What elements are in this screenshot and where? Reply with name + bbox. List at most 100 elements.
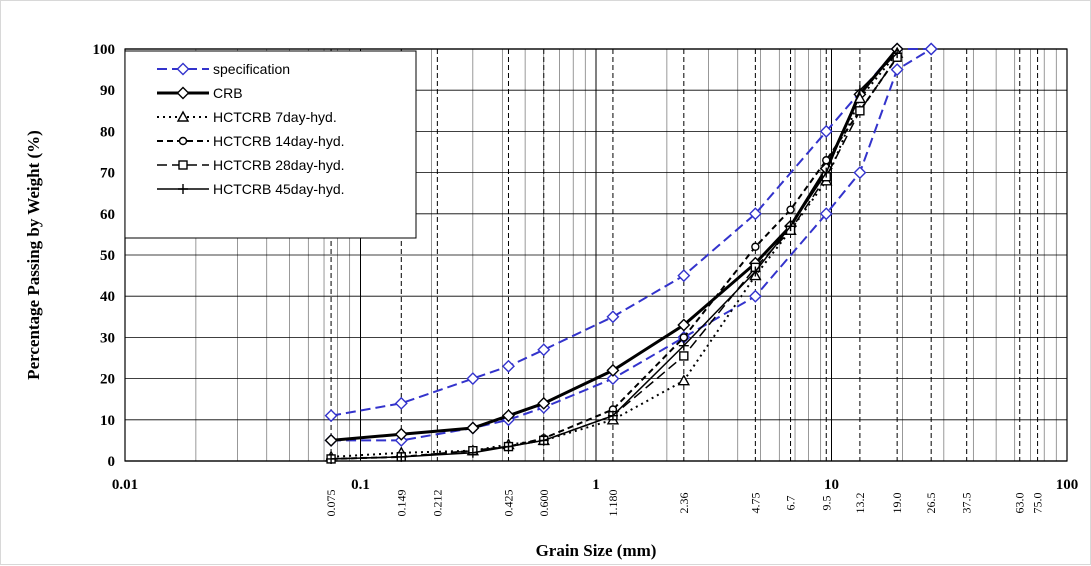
- sieve-size-label: 0.149: [394, 490, 408, 517]
- x-tick-label: 1: [592, 477, 600, 493]
- tick-labels: 0 10 20 30 40 50 60 70 80 90 100 0.01 0.1 1 10 100: [93, 42, 1079, 493]
- sieve-size-label: 63.0: [1013, 493, 1027, 514]
- series-line: [331, 56, 898, 460]
- data-point-marker: [677, 374, 691, 386]
- series-line: [331, 52, 898, 460]
- data-point-marker: [785, 221, 796, 232]
- y-tick-label: 30: [100, 330, 115, 346]
- data-point-marker: [178, 184, 188, 194]
- data-point-marker: [326, 453, 337, 464]
- y-axis-label: Percentage Passing by Weight (%): [24, 130, 43, 380]
- legend-entry-label: HCTCRB 45day-hyd.: [213, 181, 345, 197]
- data-point-marker: [892, 48, 903, 59]
- data-point-marker: [537, 343, 551, 357]
- sieve-size-label: 1.180: [606, 490, 620, 517]
- data-point-marker: [822, 156, 831, 165]
- series-line: [330, 48, 899, 442]
- data-point-marker: [466, 372, 480, 386]
- data-point-marker: [679, 333, 689, 342]
- y-tick-label: 20: [100, 372, 115, 388]
- sieve-size-label: 37.5: [960, 493, 974, 514]
- sieve-size-label: 75.0: [1031, 493, 1045, 514]
- data-point-marker: [606, 363, 620, 377]
- plot-area-border: [124, 48, 1068, 462]
- sieve-size-label: 0.075: [324, 490, 338, 517]
- legend: specification CRB HCTCRB 7day-hyd. HCTCRB 1…: [124, 50, 417, 239]
- legend-entry-label: HCTCRB 7day-hyd.: [213, 109, 337, 125]
- legend-entry-label: HCTCRB 28day-hyd.: [213, 157, 345, 173]
- data-point-marker: [537, 396, 551, 410]
- y-tick-label: 40: [100, 289, 115, 305]
- y-tick-label: 80: [100, 124, 115, 140]
- data-point-marker: [467, 447, 478, 458]
- data-point-marker: [176, 62, 190, 76]
- data-point-marker: [607, 410, 618, 421]
- legend-entry-label: CRB: [213, 85, 243, 101]
- data-point-marker: [748, 207, 762, 221]
- sieve-size-label: 0.600: [537, 490, 551, 517]
- data-point-marker: [855, 106, 865, 116]
- sieve-size-label: 13.2: [853, 493, 867, 514]
- data-point-marker: [176, 86, 190, 100]
- x-axis-label: Grain Size (mm): [536, 541, 657, 560]
- data-point-marker: [786, 205, 795, 214]
- data-point-marker: [501, 359, 515, 373]
- sieve-size-label: 6.7: [784, 496, 798, 511]
- data-point-marker: [677, 318, 691, 332]
- data-point-marker: [748, 289, 762, 303]
- data-point-marker: [750, 266, 761, 277]
- data-point-marker: [501, 409, 515, 423]
- sieve-size-label: 0.425: [501, 490, 515, 517]
- sieve-size-label: 26.5: [924, 493, 938, 514]
- series-line: [330, 48, 932, 417]
- sieve-size-label: 9.5: [819, 496, 833, 511]
- sieve-size-label: 0.212: [430, 490, 444, 517]
- y-tick-label: 90: [100, 83, 115, 99]
- data-point-marker: [324, 409, 338, 423]
- data-point-marker: [178, 136, 188, 146]
- data-point-marker: [466, 421, 480, 435]
- data-point-marker: [677, 269, 691, 283]
- data-point-marker: [606, 372, 620, 386]
- data-point-marker: [890, 63, 904, 77]
- data-point-marker: [679, 351, 689, 361]
- series-hctcrb-45day-hyd: [326, 48, 903, 464]
- data-point-marker: [924, 42, 938, 56]
- y-tick-label: 50: [100, 248, 115, 264]
- legend-box: [124, 50, 417, 239]
- data-point-marker: [538, 435, 549, 446]
- series-specification: [324, 42, 938, 447]
- x-tick-label: 10: [824, 477, 839, 493]
- x-tick-label: 0.1: [351, 477, 370, 493]
- x-tick-label: 0.01: [112, 477, 138, 493]
- data-point-marker: [819, 124, 833, 138]
- series-specification: [324, 42, 938, 423]
- data-point-marker: [503, 441, 514, 452]
- data-point-marker: [396, 451, 407, 462]
- series-line: [331, 48, 932, 442]
- legend-entry-label: HCTCRB 14day-hyd.: [213, 133, 345, 149]
- y-tick-label: 100: [93, 42, 116, 58]
- data-point-marker: [678, 340, 689, 351]
- y-tick-label: 60: [100, 207, 115, 223]
- y-tick-label: 70: [100, 166, 115, 182]
- data-point-marker: [394, 396, 408, 410]
- x-tick-label: 100: [1056, 477, 1079, 493]
- sieve-size-label: 4.75: [748, 493, 762, 514]
- series-layer: [324, 42, 938, 464]
- sieve-size-label: 19.0: [890, 493, 904, 514]
- legend-entry-label: specification: [213, 61, 290, 77]
- data-point-marker: [176, 110, 190, 122]
- series-line: [331, 56, 898, 460]
- y-tick-label: 10: [100, 413, 115, 429]
- data-point-marker: [606, 310, 620, 324]
- data-point-marker: [854, 85, 865, 96]
- y-tick-label: 0: [108, 454, 116, 470]
- data-point-marker: [819, 207, 833, 221]
- data-point-marker: [178, 160, 188, 170]
- sieve-size-lines: 0.075 0.149 0.212 0.425 0.600 1.180 2.36 4.75 6.…: [324, 49, 1045, 517]
- data-point-marker: [324, 433, 338, 447]
- data-point-marker: [853, 166, 867, 180]
